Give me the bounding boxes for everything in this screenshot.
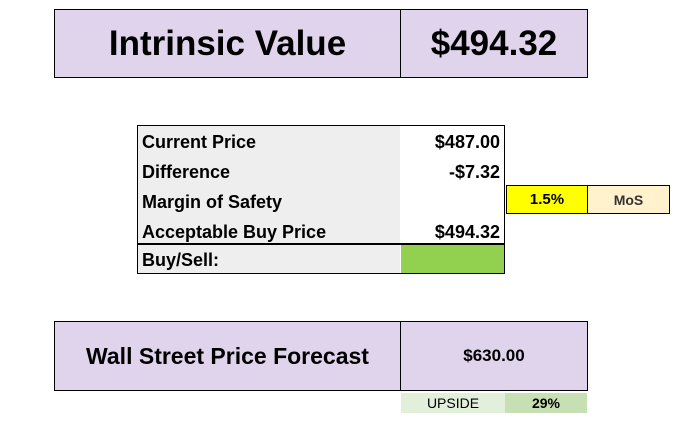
- current-price-value: $487.00: [434, 132, 500, 152]
- buy-sell-label: Buy/Sell:: [142, 250, 220, 270]
- current-price-label: Current Price: [142, 132, 257, 152]
- upside-label: UPSIDE: [401, 393, 505, 413]
- intrinsic-value-amount: $494.32: [400, 9, 588, 78]
- acceptable-buy-price-label: Acceptable Buy Price: [142, 222, 327, 242]
- buy-sell-indicator: [401, 245, 504, 273]
- acceptable-buy-price-value: $494.32: [434, 222, 500, 242]
- mos-tag: MoS: [588, 185, 670, 214]
- upside-value: 29%: [505, 393, 587, 413]
- buy-sell-divider: [137, 243, 505, 245]
- difference-value: -$7.32: [448, 162, 500, 182]
- margin-of-safety-label: Margin of Safety: [142, 192, 283, 212]
- wall-street-forecast-value: $630.00: [400, 321, 588, 391]
- price-table-labels: Current Price Difference Margin of Safet…: [137, 125, 401, 274]
- intrinsic-value-label: Intrinsic Value: [54, 9, 401, 78]
- wall-street-forecast-label: Wall Street Price Forecast: [54, 321, 401, 391]
- difference-label: Difference: [142, 162, 231, 182]
- margin-of-safety-percent: 1.5%: [506, 185, 588, 214]
